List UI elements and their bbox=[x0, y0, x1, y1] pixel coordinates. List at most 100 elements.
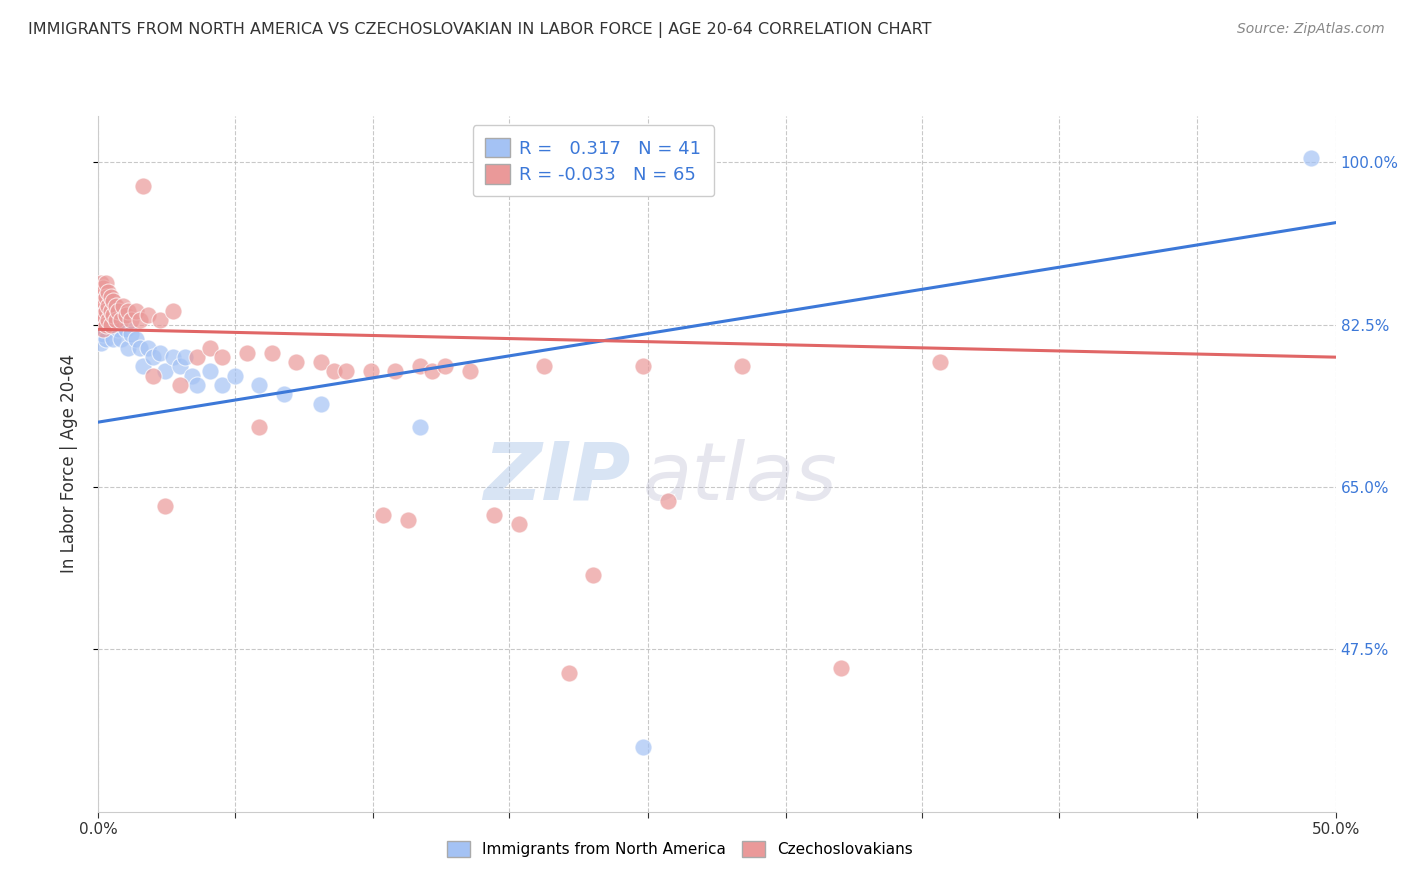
Point bbox=[508, 517, 530, 532]
Point bbox=[104, 313, 127, 327]
Point bbox=[97, 299, 120, 313]
Point bbox=[186, 378, 208, 392]
Point bbox=[117, 303, 139, 318]
Point bbox=[273, 387, 295, 401]
Point bbox=[155, 499, 177, 513]
Point bbox=[103, 294, 125, 309]
Point bbox=[247, 419, 270, 434]
Point bbox=[211, 378, 233, 392]
Point bbox=[94, 318, 117, 332]
Point bbox=[830, 661, 852, 675]
Point bbox=[309, 355, 332, 369]
Point bbox=[236, 345, 259, 359]
Point bbox=[110, 332, 132, 346]
Point bbox=[136, 341, 159, 355]
Point bbox=[100, 303, 122, 318]
Point bbox=[100, 290, 122, 304]
Point bbox=[90, 303, 112, 318]
Point bbox=[103, 309, 125, 323]
Point bbox=[103, 309, 125, 323]
Point bbox=[90, 336, 112, 351]
Point bbox=[142, 368, 165, 383]
Text: IMMIGRANTS FROM NORTH AMERICA VS CZECHOSLOVAKIAN IN LABOR FORCE | AGE 20-64 CORR: IMMIGRANTS FROM NORTH AMERICA VS CZECHOS… bbox=[28, 22, 932, 38]
Point bbox=[371, 508, 394, 522]
Point bbox=[90, 309, 112, 323]
Point bbox=[557, 665, 579, 680]
Point bbox=[657, 494, 679, 508]
Point bbox=[458, 364, 481, 378]
Point bbox=[360, 364, 382, 378]
Point bbox=[224, 368, 246, 383]
Point bbox=[631, 739, 654, 754]
Point bbox=[97, 285, 120, 300]
Point bbox=[93, 322, 115, 336]
Point bbox=[93, 326, 115, 341]
Point bbox=[247, 378, 270, 392]
Point bbox=[132, 178, 155, 193]
Point bbox=[181, 368, 204, 383]
Point bbox=[94, 303, 117, 318]
Point bbox=[104, 313, 127, 327]
Point bbox=[422, 364, 444, 378]
Text: Source: ZipAtlas.com: Source: ZipAtlas.com bbox=[1237, 22, 1385, 37]
Point bbox=[94, 276, 117, 290]
Point bbox=[93, 294, 115, 309]
Point bbox=[100, 299, 122, 313]
Point bbox=[94, 332, 117, 346]
Point bbox=[384, 364, 406, 378]
Point bbox=[433, 359, 456, 374]
Point bbox=[104, 299, 127, 313]
Point bbox=[112, 309, 135, 323]
Point bbox=[90, 276, 112, 290]
Point bbox=[928, 355, 950, 369]
Point bbox=[100, 318, 122, 332]
Point bbox=[335, 364, 357, 378]
Point bbox=[103, 332, 125, 346]
Point bbox=[97, 309, 120, 323]
Point bbox=[149, 313, 172, 327]
Point bbox=[120, 326, 142, 341]
Point bbox=[186, 350, 208, 364]
Point bbox=[136, 309, 159, 323]
Point bbox=[155, 364, 177, 378]
Point bbox=[1299, 151, 1322, 165]
Point bbox=[162, 303, 184, 318]
Y-axis label: In Labor Force | Age 20-64: In Labor Force | Age 20-64 bbox=[59, 354, 77, 574]
Point bbox=[285, 355, 308, 369]
Text: ZIP: ZIP bbox=[484, 439, 630, 516]
Point bbox=[396, 512, 419, 526]
Point bbox=[90, 290, 112, 304]
Point bbox=[309, 396, 332, 410]
Point bbox=[97, 313, 120, 327]
Point bbox=[198, 364, 221, 378]
Point bbox=[169, 359, 191, 374]
Point bbox=[198, 341, 221, 355]
Point bbox=[260, 345, 283, 359]
Point bbox=[533, 359, 555, 374]
Point bbox=[409, 419, 432, 434]
Point bbox=[93, 309, 115, 323]
Point bbox=[114, 309, 136, 323]
Point bbox=[90, 313, 112, 327]
Point bbox=[124, 303, 146, 318]
Point bbox=[100, 318, 122, 332]
Point bbox=[124, 332, 146, 346]
Point bbox=[631, 359, 654, 374]
Point bbox=[107, 303, 129, 318]
Point bbox=[484, 508, 506, 522]
Point bbox=[117, 341, 139, 355]
Point bbox=[129, 341, 152, 355]
Point bbox=[322, 364, 344, 378]
Point bbox=[162, 350, 184, 364]
Point bbox=[93, 280, 115, 294]
Point bbox=[94, 303, 117, 318]
Point bbox=[731, 359, 754, 374]
Point bbox=[107, 322, 129, 336]
Text: atlas: atlas bbox=[643, 439, 838, 516]
Point bbox=[112, 299, 135, 313]
Point bbox=[90, 322, 112, 336]
Point bbox=[110, 313, 132, 327]
Point bbox=[169, 378, 191, 392]
Point bbox=[114, 322, 136, 336]
Point bbox=[582, 568, 605, 582]
